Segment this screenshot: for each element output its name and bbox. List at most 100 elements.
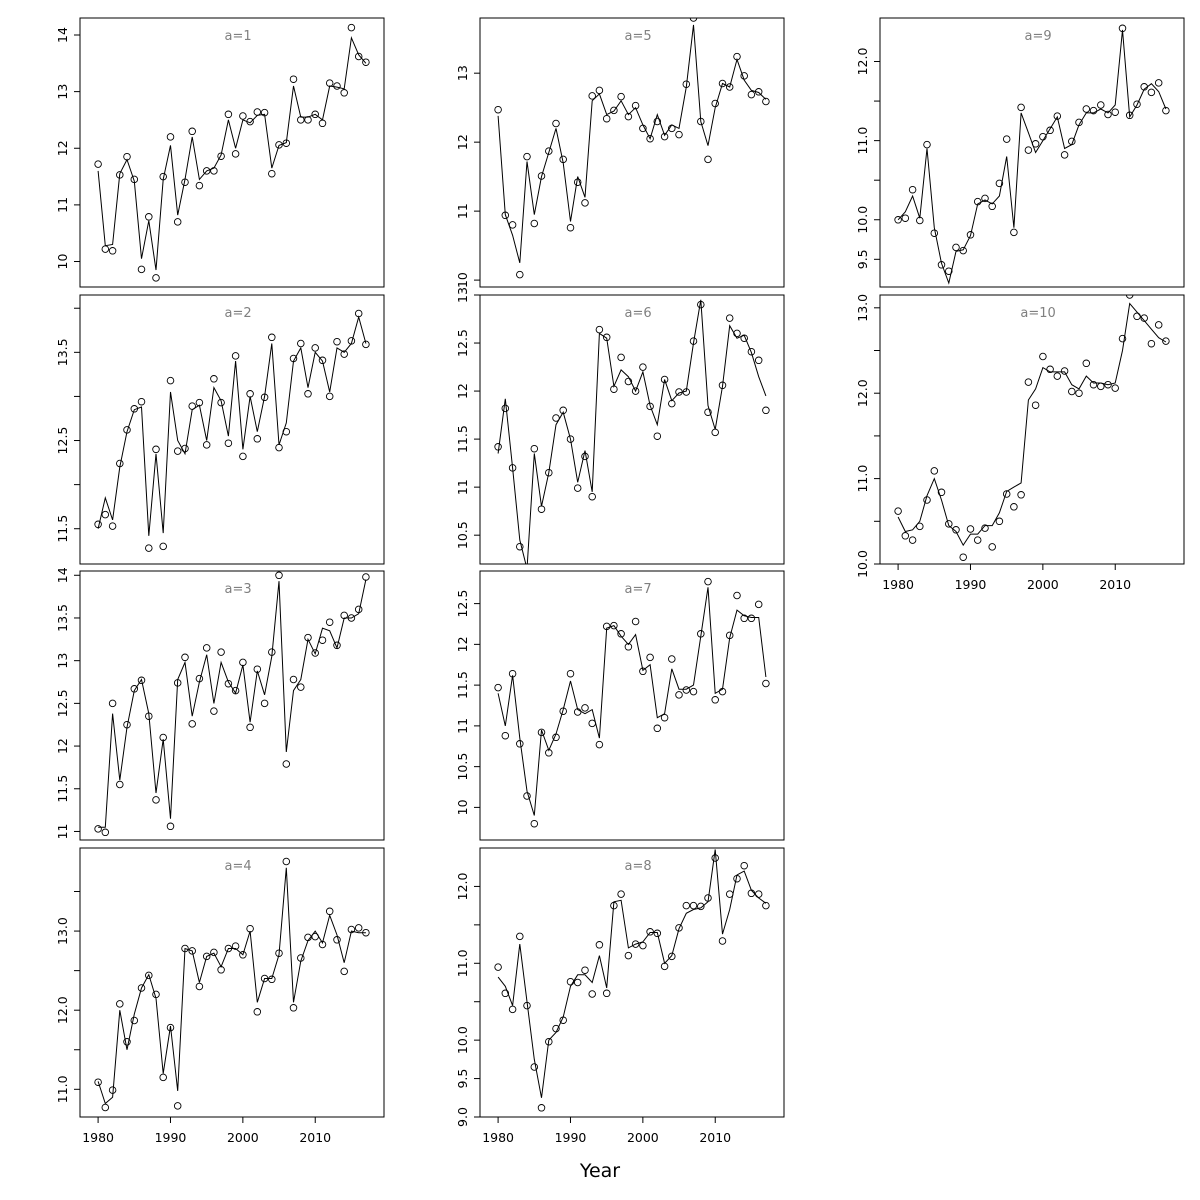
data-point bbox=[145, 712, 153, 720]
data-point bbox=[282, 139, 291, 147]
data-point bbox=[1118, 24, 1127, 33]
data-point bbox=[595, 325, 604, 334]
data-point bbox=[952, 526, 960, 534]
panel-frame bbox=[479, 570, 785, 841]
panel-label: a=10 bbox=[1020, 306, 1055, 321]
data-point bbox=[340, 350, 348, 358]
data-point bbox=[559, 1016, 567, 1024]
data-point bbox=[508, 1005, 517, 1014]
data-point bbox=[545, 749, 553, 757]
data-point bbox=[116, 171, 124, 179]
data-point bbox=[923, 140, 931, 149]
data-point bbox=[697, 300, 705, 309]
data-point bbox=[617, 630, 625, 638]
data-point bbox=[123, 1038, 131, 1046]
fitted-line bbox=[97, 867, 366, 1105]
data-point bbox=[231, 686, 240, 695]
data-point bbox=[354, 52, 363, 61]
data-point bbox=[530, 819, 539, 828]
data-point bbox=[945, 267, 953, 275]
y-tick-label: 10.5 bbox=[455, 753, 470, 781]
data-point bbox=[152, 445, 160, 454]
data-point bbox=[966, 231, 975, 239]
data-point bbox=[747, 90, 756, 99]
data-point bbox=[631, 617, 640, 626]
data-point bbox=[130, 1016, 139, 1025]
data-point bbox=[325, 392, 334, 401]
data-point bbox=[981, 194, 989, 203]
data-point bbox=[930, 467, 939, 475]
data-point bbox=[973, 197, 982, 206]
panel-label: a=7 bbox=[625, 582, 652, 597]
data-point bbox=[297, 954, 305, 962]
fitted-line bbox=[497, 299, 767, 564]
data-point bbox=[646, 402, 654, 411]
data-point bbox=[1002, 490, 1011, 498]
data-point bbox=[581, 199, 589, 207]
data-point bbox=[354, 924, 363, 932]
data-point bbox=[325, 618, 334, 626]
y-tick-label: 12.5 bbox=[455, 329, 470, 357]
data-point bbox=[239, 452, 247, 461]
data-point bbox=[762, 406, 770, 415]
data-point bbox=[711, 854, 719, 862]
data-point bbox=[311, 110, 319, 119]
data-point bbox=[362, 58, 370, 66]
data-point bbox=[516, 740, 524, 748]
data-point bbox=[1031, 401, 1040, 409]
data-point bbox=[740, 614, 748, 623]
data-point bbox=[246, 924, 254, 933]
data-point bbox=[1060, 151, 1069, 159]
data-point bbox=[1039, 132, 1047, 141]
data-point bbox=[173, 679, 182, 687]
data-point bbox=[725, 314, 734, 322]
data-point bbox=[116, 780, 124, 789]
panel-frame bbox=[479, 847, 785, 1118]
data-point bbox=[1046, 365, 1054, 374]
data-point bbox=[718, 937, 727, 945]
data-point bbox=[1140, 314, 1148, 322]
data-point bbox=[145, 544, 153, 552]
data-point bbox=[617, 353, 625, 362]
y-tick-label: 12.0 bbox=[855, 48, 870, 76]
panel-frame bbox=[879, 294, 1185, 565]
data-point bbox=[282, 760, 291, 768]
data-point bbox=[1017, 103, 1025, 112]
data-point bbox=[1133, 312, 1141, 321]
data-point bbox=[610, 106, 618, 115]
y-tick-label: 13 bbox=[455, 65, 470, 81]
data-point bbox=[362, 928, 370, 937]
data-point bbox=[501, 211, 510, 220]
panel-label: a=3 bbox=[225, 582, 252, 597]
data-point bbox=[762, 97, 770, 106]
data-point bbox=[725, 83, 734, 91]
data-point bbox=[195, 982, 204, 991]
data-point bbox=[318, 636, 327, 644]
data-point bbox=[733, 874, 741, 883]
data-point bbox=[304, 390, 312, 398]
data-point bbox=[675, 691, 683, 699]
data-point bbox=[224, 439, 233, 447]
data-point bbox=[246, 117, 254, 126]
data-point bbox=[137, 676, 146, 685]
data-point bbox=[675, 388, 683, 396]
data-point bbox=[668, 399, 676, 408]
data-point bbox=[354, 309, 363, 318]
data-point bbox=[624, 112, 633, 121]
data-point bbox=[333, 641, 341, 650]
data-point bbox=[501, 731, 510, 740]
data-point bbox=[916, 216, 924, 225]
data-point bbox=[631, 101, 640, 110]
data-point bbox=[697, 117, 705, 126]
data-point bbox=[573, 978, 582, 987]
data-point bbox=[1068, 387, 1076, 396]
data-point bbox=[253, 435, 262, 443]
data-point bbox=[239, 951, 247, 959]
x-tick-label: 1990 bbox=[555, 1130, 587, 1145]
data-point bbox=[740, 334, 748, 342]
data-point bbox=[530, 1063, 539, 1071]
data-point bbox=[588, 492, 596, 501]
data-point bbox=[959, 553, 967, 561]
fitted-line bbox=[97, 35, 367, 271]
data-point bbox=[217, 152, 225, 160]
